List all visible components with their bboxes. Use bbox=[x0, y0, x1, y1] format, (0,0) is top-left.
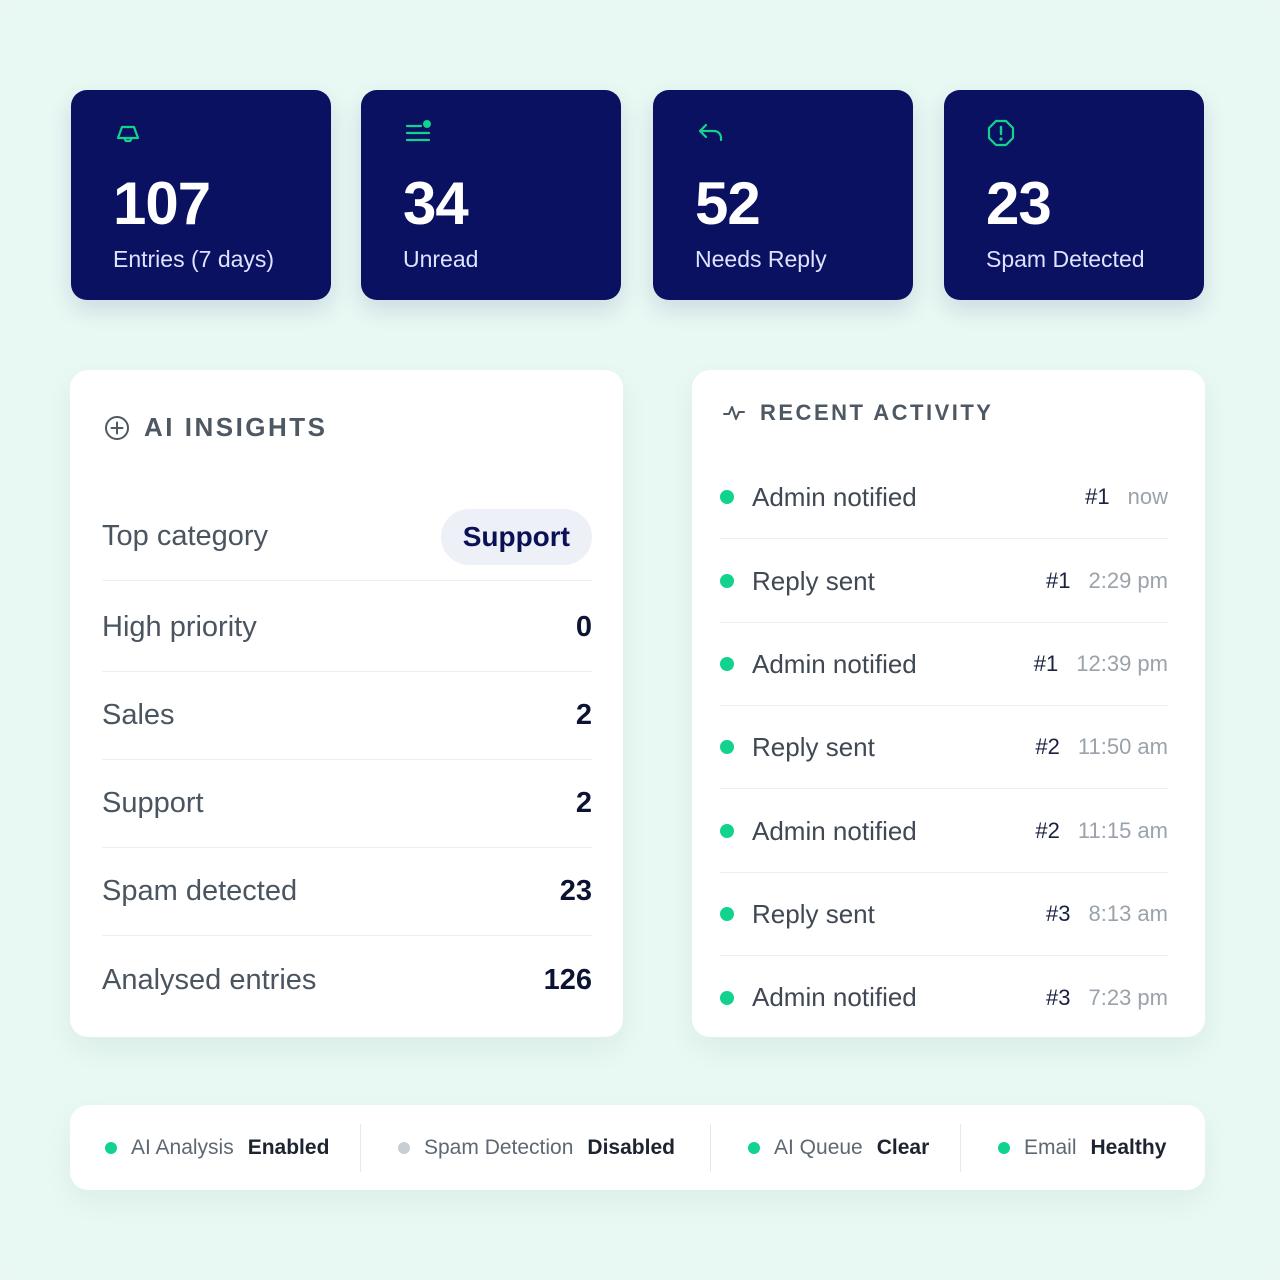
insight-label: Top category bbox=[102, 520, 269, 552]
activity-time: 2:29 pm bbox=[1088, 568, 1169, 593]
status-value: Clear bbox=[876, 1135, 930, 1159]
status-dot bbox=[720, 990, 734, 1005]
status-name: AI Analysis bbox=[131, 1135, 234, 1159]
stat-label: Unread bbox=[403, 246, 479, 272]
system-status-bar: AI Analysis Enabled Spam Detection Disab… bbox=[70, 1105, 1205, 1190]
activity-ref: #1 bbox=[1046, 568, 1071, 593]
ai-insights-panel: AI INSIGHTS Top category Support High pr… bbox=[70, 370, 623, 1037]
status-dot bbox=[720, 657, 734, 671]
status-ai-analysis: AI Analysis Enabled bbox=[70, 1124, 360, 1172]
stat-value: 34 bbox=[403, 170, 469, 237]
status-email: Email Healthy bbox=[961, 1124, 1166, 1172]
status-dot bbox=[720, 824, 734, 838]
status-value: Disabled bbox=[587, 1135, 675, 1159]
activity-item[interactable]: Admin notified #2 11:15 am bbox=[720, 790, 1168, 873]
recent-activity-panel: RECENT ACTIVITY Admin notified #1 now Re… bbox=[692, 370, 1205, 1037]
activity-time: 11:50 am bbox=[1077, 734, 1168, 759]
status-dot bbox=[720, 490, 734, 504]
list-icon bbox=[405, 120, 431, 142]
activity-text: Reply sent bbox=[752, 898, 875, 929]
activity-item[interactable]: Admin notified #1 now bbox=[720, 456, 1168, 539]
activity-icon bbox=[723, 406, 745, 420]
activity-text: Admin notified bbox=[752, 481, 917, 512]
activity-item[interactable]: Reply sent #2 11:50 am bbox=[720, 706, 1168, 789]
status-dot bbox=[720, 907, 734, 921]
activity-ref: #1 bbox=[1085, 484, 1110, 509]
activity-text: Admin notified bbox=[752, 815, 917, 846]
stat-card-entries[interactable]: 107 Entries (7 days) bbox=[71, 90, 331, 300]
divider bbox=[960, 1123, 961, 1172]
insight-label: Analysed entries bbox=[102, 963, 317, 996]
insight-row-top-category: Top category Support bbox=[102, 493, 592, 581]
insight-row: Analysed entries 126 bbox=[102, 936, 592, 1024]
stat-card-needs-reply[interactable]: 52 Needs Reply bbox=[653, 90, 913, 300]
activity-text: Admin notified bbox=[752, 648, 917, 679]
status-name: Email bbox=[1024, 1135, 1077, 1159]
status-ai-queue: AI Queue Clear bbox=[711, 1124, 960, 1172]
stat-card-unread[interactable]: 34 Unread bbox=[361, 90, 621, 300]
activity-time: 8:13 am bbox=[1088, 901, 1169, 926]
status-spam-detection: Spam Detection Disabled bbox=[361, 1124, 710, 1172]
activity-ref: #3 bbox=[1046, 901, 1071, 926]
activity-time: now bbox=[1127, 484, 1168, 509]
activity-ref: #1 bbox=[1033, 651, 1059, 676]
plus-circle-icon bbox=[105, 415, 129, 440]
activity-time: 12:39 pm bbox=[1076, 651, 1168, 676]
insight-value: 2 bbox=[575, 787, 592, 819]
recent-activity-title: RECENT ACTIVITY bbox=[760, 400, 994, 425]
stat-label: Spam Detected bbox=[986, 246, 1145, 272]
stat-label: Needs Reply bbox=[695, 246, 827, 272]
activity-item[interactable]: Admin notified #1 12:39 pm bbox=[720, 623, 1168, 706]
status-value: Enabled bbox=[247, 1135, 330, 1159]
insight-value: 2 bbox=[575, 699, 592, 731]
insight-label: Support bbox=[102, 787, 204, 819]
activity-time: 11:15 am bbox=[1077, 818, 1168, 843]
activity-ref: #2 bbox=[1035, 734, 1060, 759]
activity-ref: #3 bbox=[1046, 984, 1071, 1010]
activity-text: Admin notified bbox=[752, 982, 917, 1012]
status-dot bbox=[720, 574, 734, 588]
divider bbox=[710, 1123, 711, 1172]
activity-ref: #2 bbox=[1035, 818, 1060, 843]
top-category-badge: Support bbox=[440, 508, 592, 565]
insight-value: 0 bbox=[575, 611, 592, 643]
activity-text: Reply sent bbox=[752, 565, 875, 596]
activity-item[interactable]: Admin notified #3 7:23 pm bbox=[720, 956, 1168, 1039]
stat-label: Entries (7 days) bbox=[113, 246, 275, 272]
ai-insights-title: AI INSIGHTS bbox=[144, 412, 328, 442]
status-name: AI Queue bbox=[774, 1135, 863, 1159]
recent-activity-header: RECENT ACTIVITY bbox=[722, 400, 993, 426]
status-dot bbox=[720, 740, 734, 754]
status-name: Spam Detection bbox=[424, 1135, 574, 1159]
activity-item[interactable]: Reply sent #1 2:29 pm bbox=[720, 540, 1168, 623]
insight-row: Support 2 bbox=[102, 760, 592, 848]
status-value: Healthy bbox=[1090, 1135, 1167, 1159]
insight-row: Spam detected 23 bbox=[102, 848, 592, 936]
insight-value: 126 bbox=[543, 963, 592, 996]
stat-value: 23 bbox=[986, 170, 1052, 237]
stat-value: 107 bbox=[113, 170, 211, 237]
status-indicator bbox=[748, 1141, 760, 1154]
insight-row: Sales 2 bbox=[102, 672, 592, 760]
activity-text: Reply sent bbox=[752, 731, 875, 762]
insight-row: High priority 0 bbox=[102, 584, 592, 672]
stat-value: 52 bbox=[695, 170, 761, 237]
activity-time: 7:23 pm bbox=[1088, 984, 1169, 1010]
insight-value: 23 bbox=[559, 875, 592, 907]
insight-label: High priority bbox=[102, 611, 257, 643]
divider bbox=[360, 1123, 361, 1172]
ai-insights-header: AI INSIGHTS bbox=[104, 412, 328, 443]
reply-icon bbox=[698, 123, 723, 142]
insight-label: Sales bbox=[102, 699, 175, 731]
insight-label: Spam detected bbox=[102, 875, 298, 907]
status-indicator bbox=[398, 1141, 410, 1154]
stat-card-spam[interactable]: 23 Spam Detected bbox=[944, 90, 1204, 300]
status-indicator bbox=[105, 1141, 117, 1154]
alert-icon bbox=[987, 119, 1015, 147]
status-indicator bbox=[998, 1141, 1010, 1154]
inbox-icon bbox=[116, 125, 140, 143]
activity-item[interactable]: Reply sent #3 8:13 am bbox=[720, 873, 1168, 956]
